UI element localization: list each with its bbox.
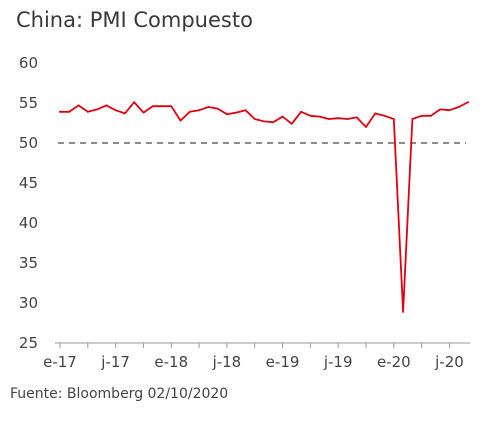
data-point [263, 120, 265, 123]
y-tick-label-35: 35 [19, 254, 38, 272]
data-point [411, 118, 414, 120]
data-point [272, 121, 275, 124]
y-tick-label-25: 25 [19, 334, 38, 352]
data-point [318, 115, 321, 118]
series-line-0 [59, 101, 469, 313]
x-tick-label-j-20: j-20 [434, 353, 464, 371]
data-point [383, 114, 386, 117]
y-tick-label-45: 45 [19, 174, 38, 192]
data-point [198, 109, 200, 112]
data-point [420, 114, 423, 117]
data-point [430, 114, 432, 117]
y-tick-label-50: 50 [19, 134, 38, 152]
data-point [300, 110, 302, 113]
data-point [467, 101, 469, 104]
data-point [124, 112, 126, 115]
y-tick-label-60: 60 [19, 54, 38, 72]
data-point [290, 122, 293, 125]
data-point [179, 119, 182, 122]
data-point [457, 106, 460, 108]
data-point [374, 112, 377, 115]
data-point [170, 105, 173, 108]
data-point [114, 109, 117, 112]
x-tick-label-e-18: e-18 [154, 353, 188, 371]
x-tick-label-j-17: j-17 [100, 353, 130, 371]
chart-title: China: PMI Compuesto [16, 8, 253, 32]
data-point [337, 117, 340, 120]
data-point [207, 106, 210, 108]
data-point [328, 118, 330, 120]
x-tick-label-e-19: e-19 [266, 353, 300, 371]
data-point [244, 109, 247, 112]
source-note: Fuente: Bloomberg 02/10/2020 [10, 386, 229, 402]
data-point [439, 108, 442, 111]
data-point [68, 110, 71, 113]
data-point [86, 110, 89, 113]
data-point [448, 109, 451, 112]
data-point [226, 113, 228, 116]
x-axis: e-17 j-17 e-18 j-18 e-19 j-19 e-20 j-20 [43, 342, 470, 371]
y-tick-label-55: 55 [19, 94, 38, 112]
data-point [355, 116, 358, 119]
x-tick-label-j-19: j-19 [323, 353, 353, 371]
y-tick-label-30: 30 [19, 294, 38, 312]
data-point [402, 310, 404, 313]
data-point [77, 104, 80, 107]
data-point [365, 126, 367, 128]
y-tick-label-40: 40 [19, 214, 38, 232]
data-point [59, 110, 61, 113]
y-axis-ticks: 25 30 35 40 45 50 55 60 [19, 54, 38, 352]
x-tick-label-e-17: e-17 [43, 353, 77, 371]
data-point [142, 111, 145, 114]
data-point [105, 104, 108, 107]
data-point [346, 118, 349, 120]
x-tick-label-j-18: j-18 [212, 353, 242, 371]
data-point [235, 111, 238, 114]
data-point [151, 105, 154, 108]
data-point [188, 110, 191, 113]
data-point [309, 114, 312, 117]
data-point [133, 101, 136, 104]
data-point [96, 108, 98, 111]
x-tick-label-e-20: e-20 [377, 353, 411, 371]
data-point [392, 118, 395, 120]
data-point [281, 115, 284, 118]
series-group [59, 101, 469, 313]
data-point [161, 105, 163, 108]
data-point [253, 118, 256, 120]
data-point [216, 107, 219, 110]
